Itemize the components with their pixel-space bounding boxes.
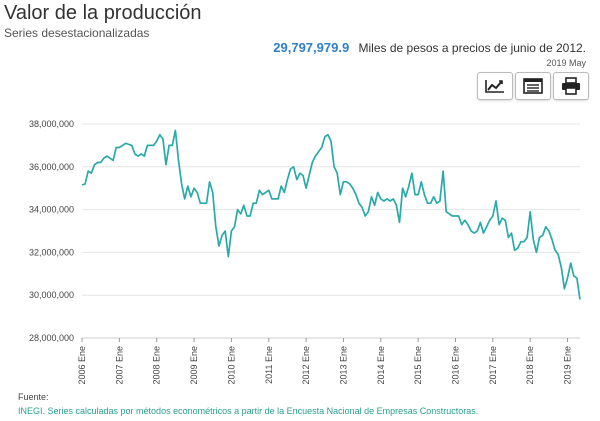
x-tick-label: 2008 Ene (152, 346, 162, 385)
y-tick-label: 30,000,000 (29, 290, 74, 300)
print-button[interactable] (553, 72, 589, 100)
x-tick-label: 2018 Ene (525, 346, 535, 385)
x-tick-label: 2011 Ene (264, 346, 274, 384)
series-line (81, 129, 581, 300)
latest-value-line: 29,797,979.9 Miles de pesos a precios de… (273, 40, 586, 55)
x-tick-label: 2006 Ene (77, 346, 87, 385)
table-icon (523, 78, 543, 94)
x-tick-label: 2013 Ene (338, 346, 348, 385)
production-line-chart: 28,000,000 30,000,000 32,000,000 34,000,000… (29, 119, 581, 385)
y-tick-label: 32,000,000 (29, 247, 74, 257)
y-tick-label: 34,000,000 (29, 205, 74, 215)
x-tick-label: 2012 Ene (301, 346, 311, 385)
print-icon (562, 77, 580, 95)
latest-period: 2019 May (546, 58, 586, 68)
x-tick-label: 2007 Ene (114, 346, 124, 385)
x-tick-label: 2010 Ene (226, 346, 236, 385)
page-subtitle: Series desestacionalizadas (4, 26, 150, 40)
y-tick-label: 36,000,000 (29, 162, 74, 172)
x-tick-label: 2016 Ene (451, 346, 461, 385)
x-tick-label: 2015 Ene (413, 346, 423, 385)
chart-view-button[interactable] (477, 72, 513, 100)
line-chart-icon (485, 80, 504, 93)
y-tick-label: 38,000,000 (29, 119, 74, 129)
x-tick-label: 2014 Ene (376, 346, 386, 385)
x-tick-label: 2019 Ene (563, 346, 573, 385)
x-tick-label: 2009 Ene (189, 346, 199, 385)
page-title: Valor de la producción (4, 2, 202, 24)
latest-value: 29,797,979.9 (273, 40, 350, 55)
table-view-button[interactable] (515, 72, 551, 100)
y-tick-label: 28,000,000 (29, 333, 74, 343)
source-text: INEGI. Series calculadas por métodos eco… (18, 406, 479, 416)
unit-text: Miles de pesos a precios de junio de 201… (358, 41, 586, 55)
x-tick-label: 2017 Ene (488, 346, 498, 385)
source-label: Fuente: (18, 392, 49, 402)
